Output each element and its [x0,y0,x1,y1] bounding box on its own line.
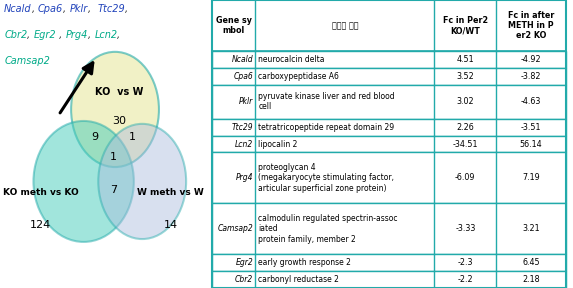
Text: lipocalin 2: lipocalin 2 [258,139,298,149]
Text: Egr2: Egr2 [236,258,253,267]
Text: -34.51: -34.51 [453,139,478,149]
Text: 유전자 이름: 유전자 이름 [332,21,358,30]
Text: Egr2: Egr2 [34,30,56,40]
Text: Cpa6: Cpa6 [234,72,253,81]
Text: -2.2: -2.2 [457,275,473,284]
Text: Fc in after
METH in P
er2 KO: Fc in after METH in P er2 KO [508,10,554,40]
Bar [211,68,566,85]
Text: Prg4: Prg4 [236,173,253,182]
Text: 4.51: 4.51 [457,55,474,64]
Text: 124: 124 [30,220,52,230]
Text: Lcn2: Lcn2 [95,30,117,40]
Text: ,: , [125,4,128,14]
Text: -3.82: -3.82 [521,72,541,81]
Text: 14: 14 [163,220,178,230]
Text: ,: , [63,4,69,14]
Text: -2.3: -2.3 [458,258,473,267]
Bar [211,0,566,51]
Text: -4.92: -4.92 [521,55,541,64]
Text: Ncald: Ncald [4,4,32,14]
Text: W meth vs W: W meth vs W [137,188,204,198]
Text: Camsap2: Camsap2 [4,56,50,66]
Text: -4.63: -4.63 [521,97,541,106]
Text: 7: 7 [110,185,117,195]
Text: Lcn2: Lcn2 [235,139,253,149]
Text: Cbr2: Cbr2 [4,30,28,40]
Text: Fc in Per2
KO/WT: Fc in Per2 KO/WT [443,16,488,35]
Text: Gene sy
mbol: Gene sy mbol [215,16,252,35]
Text: 2.18: 2.18 [522,275,540,284]
Text: ,: , [56,30,66,40]
Bar [211,85,566,119]
Bar [211,136,566,152]
Text: 6.45: 6.45 [522,258,540,267]
Text: neurocalcin delta: neurocalcin delta [258,55,325,64]
Text: Prg4: Prg4 [66,30,88,40]
Text: ,: , [88,4,97,14]
Text: 1: 1 [129,132,136,142]
Text: carbonyl reductase 2: carbonyl reductase 2 [258,275,339,284]
Ellipse shape [33,121,134,242]
Text: proteoglycan 4
(megakaryocyte stimulating factor,
articular superficial zone pro: proteoglycan 4 (megakaryocyte stimulatin… [258,163,394,193]
Text: 1: 1 [110,152,117,162]
Bar [211,51,566,68]
Text: 3.52: 3.52 [457,72,474,81]
Text: carboxypeptidase A6: carboxypeptidase A6 [258,72,339,81]
Text: ,: , [32,4,38,14]
Bar [211,271,566,288]
Text: Cbr2: Cbr2 [235,275,253,284]
Bar [211,152,566,203]
Text: tetratricopeptide repeat domain 29: tetratricopeptide repeat domain 29 [258,123,394,132]
Ellipse shape [71,52,159,167]
Text: Ttc29: Ttc29 [231,123,253,132]
Text: early growth response 2: early growth response 2 [258,258,351,267]
Text: 9: 9 [92,132,99,142]
Text: pyruvate kinase liver and red blood
cell: pyruvate kinase liver and red blood cell [258,92,395,111]
Ellipse shape [99,124,186,239]
Text: -6.09: -6.09 [455,173,476,182]
Text: 2.26: 2.26 [457,123,474,132]
Bar [211,254,566,271]
Text: 3.21: 3.21 [522,224,540,233]
Text: 56.14: 56.14 [520,139,542,149]
Text: Ncald: Ncald [231,55,253,64]
Text: -3.33: -3.33 [455,224,476,233]
Text: KO  vs W: KO vs W [95,87,143,97]
Text: KO meth vs KO: KO meth vs KO [3,188,79,198]
Text: Camsap2: Camsap2 [218,224,253,233]
Text: 3.02: 3.02 [457,97,474,106]
Bar [211,119,566,136]
Text: ,: , [117,30,120,40]
Text: 7.19: 7.19 [522,173,540,182]
Text: ,: , [88,30,95,40]
Text: Pklr: Pklr [69,4,88,14]
Text: Cpa6: Cpa6 [38,4,63,14]
Text: -3.51: -3.51 [521,123,541,132]
Text: calmodulin regulated spectrin-assoc
iated
protein family, member 2: calmodulin regulated spectrin-assoc iate… [258,214,398,244]
Text: Ttc29: Ttc29 [97,4,125,14]
Text: 30: 30 [112,116,126,126]
Text: Pklr: Pklr [239,97,253,106]
Bar [211,203,566,254]
Text: ,: , [28,30,34,40]
